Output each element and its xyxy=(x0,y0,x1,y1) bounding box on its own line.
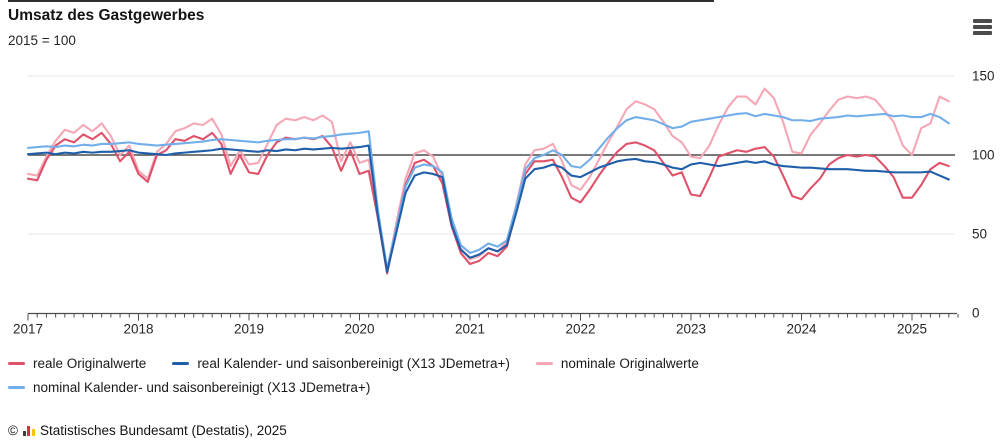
legend-label: real Kalender- und saisonbereinigt (X13 … xyxy=(197,356,510,371)
x-axis-tick-label: 2017 xyxy=(13,322,43,337)
chart-plot-area: 0 50 100 150 2017 2018 2019 2020 2021 2022 2023 202… xyxy=(13,69,995,337)
chart-menu-button[interactable] xyxy=(969,15,997,41)
chart-legend: reale Originalwerte real Kalender- und s… xyxy=(8,356,699,404)
copyright-symbol: © xyxy=(8,423,18,438)
legend-item-reale-originalwerte[interactable]: reale Originalwerte xyxy=(8,356,146,371)
legend-row-1: reale Originalwerte real Kalender- und s… xyxy=(8,356,699,371)
x-axis-tick-label: 2023 xyxy=(676,322,706,337)
legend-swatch-darkblue xyxy=(172,362,190,365)
legend-label: nominal Kalender- und saisonbereinigt (X… xyxy=(33,380,371,395)
x-axis-tick-label: 2020 xyxy=(344,322,374,337)
hamburger-icon xyxy=(973,19,992,23)
legend-swatch-red xyxy=(8,362,25,365)
legend-label: reale Originalwerte xyxy=(33,356,147,371)
destatis-bars-icon xyxy=(22,425,35,436)
chart-title: Umsatz des Gastgewerbes xyxy=(8,7,205,24)
legend-swatch-lightblue xyxy=(8,386,25,389)
y-axis-tick-label: 150 xyxy=(972,69,995,84)
chart-subtitle: 2015 = 100 xyxy=(8,33,76,48)
y-axis-tick-label: 100 xyxy=(972,148,995,163)
x-axis-tick-label: 2019 xyxy=(234,322,264,337)
top-divider xyxy=(8,0,714,2)
source-text: Statistisches Bundesamt (Destatis), 2025 xyxy=(39,423,287,438)
x-axis-tick-label: 2022 xyxy=(565,322,595,337)
legend-label: nominale Originalwerte xyxy=(560,356,699,371)
x-axis-tick-label: 2021 xyxy=(455,322,485,337)
series-line-2 xyxy=(26,144,950,273)
y-axis-tick-label: 50 xyxy=(972,227,987,242)
series-line-4 xyxy=(26,112,950,270)
series-line-1 xyxy=(26,131,950,275)
legend-row-2: nominal Kalender- und saisonbereinigt (X… xyxy=(8,380,699,395)
x-axis-tick-label: 2018 xyxy=(123,322,153,337)
source-line: © Statistisches Bundesamt (Destatis), 20… xyxy=(8,423,287,438)
y-axis-tick-label: 0 xyxy=(972,306,980,321)
x-axis-tick-label: 2024 xyxy=(786,322,817,337)
x-axis-tick-label: 2025 xyxy=(897,322,927,337)
legend-swatch-pink xyxy=(535,362,553,365)
legend-item-real-saisonbereinigt[interactable]: real Kalender- und saisonbereinigt (X13 … xyxy=(172,356,510,371)
legend-item-nominal-saisonbereinigt[interactable]: nominal Kalender- und saisonbereinigt (X… xyxy=(8,380,370,395)
legend-item-nominale-originalwerte[interactable]: nominale Originalwerte xyxy=(535,356,699,371)
